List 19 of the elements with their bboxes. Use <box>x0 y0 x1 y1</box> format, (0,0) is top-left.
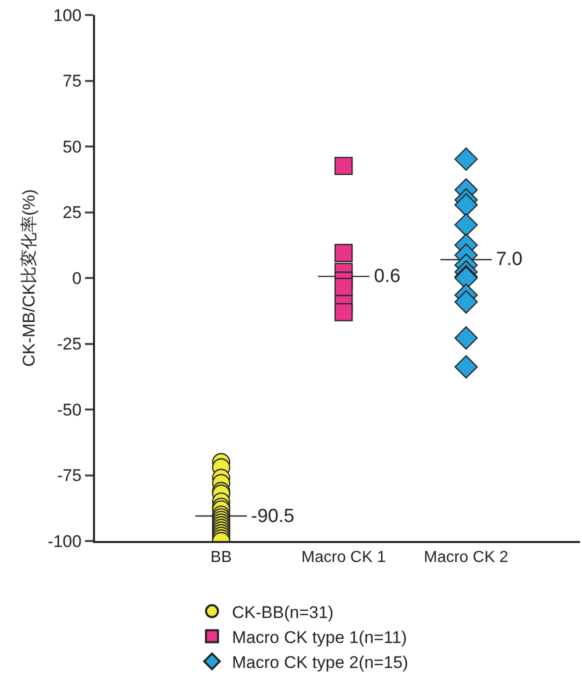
x-tick-label: Macro CK 2 <box>424 549 508 566</box>
annotation: 7.0 <box>496 249 522 270</box>
y-tick-label: 25 <box>62 203 82 222</box>
x-tick-label: Macro CK 1 <box>301 549 386 566</box>
y-tick-label: 100 <box>53 6 82 25</box>
legend-label: CK-BB(n=31) <box>232 602 334 622</box>
legend-label: Macro CK type 1(n=11) <box>232 628 407 647</box>
y-tick-label: -25 <box>57 334 82 354</box>
y-tick-label: 50 <box>62 137 82 156</box>
annotation: -90.5 <box>251 506 294 527</box>
annotation: 0.6 <box>374 266 400 287</box>
y-tick-label: -100 <box>48 532 82 551</box>
y-tick-label: 0 <box>72 268 82 288</box>
y-axis-title: CK-MB/CK比変化率(%) <box>20 189 39 367</box>
x-tick-label: BB <box>210 549 232 566</box>
y-tick-label: 75 <box>62 72 82 91</box>
legend-label: Macro CK type 2(n=15) <box>232 652 408 672</box>
y-tick-label: -50 <box>57 400 82 420</box>
y-tick-label: -75 <box>57 466 82 486</box>
